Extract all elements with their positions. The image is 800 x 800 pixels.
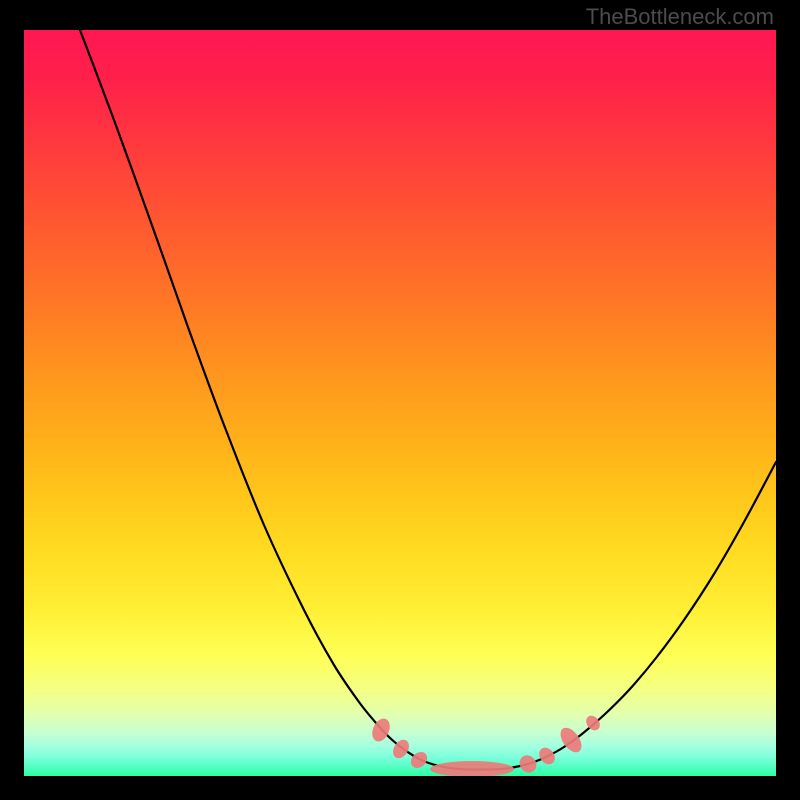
- frame-left: [0, 0, 24, 800]
- curve-marker: [516, 752, 540, 776]
- watermark-text: TheBottleneck.com: [586, 4, 774, 30]
- bottleneck-curve: [80, 30, 776, 770]
- curve-marker: [408, 749, 431, 771]
- curve-marker: [536, 745, 558, 768]
- curve-marker: [556, 724, 585, 756]
- curve-markers: [369, 713, 603, 776]
- chart-plot-area: [24, 30, 776, 776]
- frame-right: [776, 0, 800, 800]
- curve-marker: [430, 761, 514, 776]
- chart-svg: [24, 30, 776, 776]
- frame-bottom: [0, 776, 800, 800]
